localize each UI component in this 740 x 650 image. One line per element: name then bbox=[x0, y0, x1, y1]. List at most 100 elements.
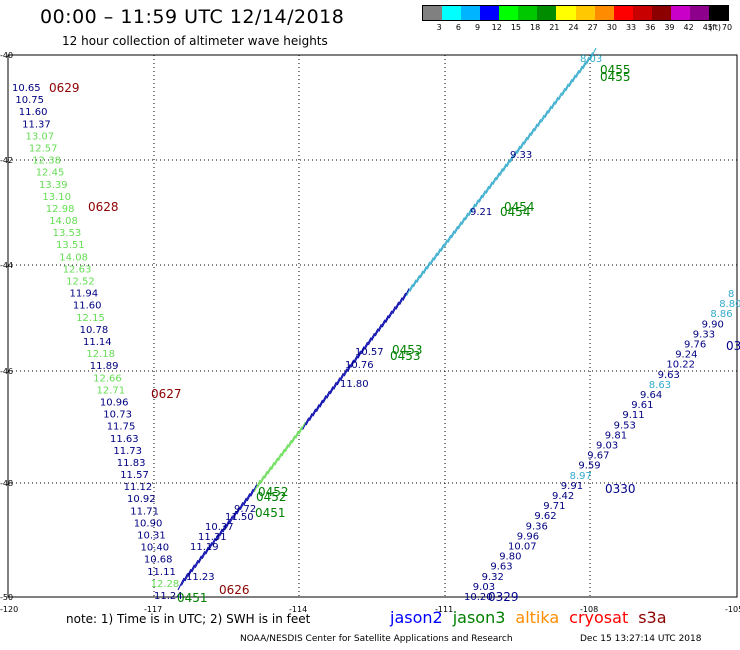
pass-time-label: 0628 bbox=[88, 200, 119, 214]
wave-height-value: 9.81 bbox=[605, 430, 627, 441]
wave-height-value: 9.11 bbox=[622, 410, 644, 421]
pass-time-label: 03 bbox=[726, 339, 740, 353]
scale-swatch bbox=[632, 6, 652, 20]
scale-swatch bbox=[537, 6, 557, 20]
wave-height-value: 10.96 bbox=[100, 398, 129, 409]
scale-swatch bbox=[423, 6, 443, 20]
legend-jason3: jason3 bbox=[452, 608, 506, 627]
wave-height-value: 10.07 bbox=[508, 542, 537, 553]
color-scale: 3 6 9 12 15 18 21 24 27 30 33 36 39 42 45 70 (ft) bbox=[422, 5, 733, 35]
pass-time-label: 0454 bbox=[500, 205, 531, 219]
latitude-label: -50 bbox=[0, 593, 13, 602]
wave-height-value: 10.40 bbox=[141, 543, 170, 554]
wave-height-value: 13.53 bbox=[53, 228, 82, 239]
wave-height-value: 12.45 bbox=[36, 168, 65, 179]
scale-label: 21 bbox=[549, 23, 560, 32]
wave-height-value: 9.24 bbox=[675, 350, 697, 361]
wave-height-value: 10.76 bbox=[345, 360, 374, 371]
wave-height-value: 11.83 bbox=[117, 458, 146, 469]
wave-height-value: 11.14 bbox=[83, 337, 112, 348]
pass-time-label: 0627 bbox=[151, 387, 182, 401]
wave-height-value: 11.11 bbox=[147, 567, 176, 578]
wave-height-value: 9.53 bbox=[614, 420, 636, 431]
wave-height-value: 8.97 bbox=[570, 471, 592, 482]
wave-height-value: 9.80 bbox=[499, 552, 521, 563]
wave-height-value: 9.96 bbox=[517, 531, 539, 542]
wave-height-value: 9.33 bbox=[510, 150, 532, 161]
map-title: 00:00 – 11:59 UTC 12/14/2018 bbox=[40, 6, 345, 28]
latitude-label: -44 bbox=[0, 261, 13, 270]
wave-height-value: 11.60 bbox=[73, 301, 102, 312]
scale-label: 3 bbox=[436, 23, 442, 32]
scale-label: 27 bbox=[587, 23, 598, 32]
wave-height-value: 11.12 bbox=[124, 482, 153, 493]
wave-height-value: 11.75 bbox=[107, 422, 136, 433]
units-note: note: 1) Time is in UTC; 2) SWH is in fe… bbox=[66, 612, 311, 626]
scale-label: 36 bbox=[645, 23, 656, 32]
scale-swatch bbox=[442, 6, 462, 20]
wave-height-value: 14.08 bbox=[49, 216, 78, 227]
wave-height-value: 8.80 bbox=[719, 299, 740, 310]
wave-height-value: 10.65 bbox=[12, 83, 41, 94]
wave-height-value: 10.75 bbox=[15, 95, 44, 106]
credit-line: NOAA/NESDIS Center for Satellite Applica… bbox=[240, 634, 513, 644]
wave-height-value: 10.57 bbox=[355, 347, 384, 358]
wave-height-value: 9.03 bbox=[596, 441, 618, 452]
pass-time-label: 0453 bbox=[390, 349, 421, 363]
scale-label: 70 bbox=[721, 23, 733, 32]
wave-height-value: 12.52 bbox=[66, 277, 95, 288]
wave-height-value: 10.92 bbox=[127, 494, 156, 505]
wave-height-value: 9.61 bbox=[631, 400, 653, 411]
pass-time-label: 0330 bbox=[605, 482, 636, 496]
scale-label: 6 bbox=[455, 23, 461, 32]
wave-height-value: 10.78 bbox=[80, 325, 109, 336]
scale-swatch bbox=[689, 6, 709, 20]
legend-jason2: jason2 bbox=[390, 608, 443, 627]
wave-height-value: 13.07 bbox=[26, 131, 55, 142]
pass-time-label: 0455 bbox=[600, 63, 631, 77]
wave-height-value: 11.50 bbox=[225, 512, 254, 523]
wave-height-value: 12.71 bbox=[97, 385, 126, 396]
wave-height-value: 9.36 bbox=[526, 521, 548, 532]
wave-height-value: 12.15 bbox=[76, 313, 105, 324]
wave-height-value: 9.21 bbox=[470, 207, 492, 218]
wave-height-value: 12.63 bbox=[63, 264, 92, 275]
wave-height-value: 11.31 bbox=[198, 532, 227, 543]
wave-height-value: 9.03 bbox=[473, 582, 495, 593]
wave-height-value: 9.62 bbox=[534, 511, 556, 522]
wave-height-value: 11.73 bbox=[113, 446, 142, 457]
wave-height-value: 10.90 bbox=[134, 518, 163, 529]
scale-label: 24 bbox=[568, 23, 579, 32]
pass-time-label: 0626 bbox=[219, 583, 250, 597]
latitude-label: -40 bbox=[0, 51, 13, 60]
latitude-label: -48 bbox=[0, 479, 13, 488]
pass-time-label: 0629 bbox=[49, 81, 80, 95]
legend-cryosat: cryosat bbox=[569, 608, 629, 627]
scale-label: 42 bbox=[683, 23, 694, 32]
wave-height-value: 11.63 bbox=[110, 434, 139, 445]
map-frame bbox=[7, 54, 738, 598]
wave-height-value: 12.38 bbox=[32, 156, 61, 167]
wave-height-value: 11.71 bbox=[130, 506, 159, 517]
wave-height-value: 14.08 bbox=[59, 252, 88, 263]
lat-lon-grid bbox=[7, 54, 738, 598]
wave-height-value: 8.03 bbox=[580, 54, 602, 65]
wave-height-value: 12.66 bbox=[93, 373, 122, 384]
generated-timestamp: Dec 15 13:27:14 UTC 2018 bbox=[580, 634, 702, 644]
scale-label: 30 bbox=[606, 23, 617, 32]
scale-swatch bbox=[670, 6, 690, 20]
scale-label: 9 bbox=[475, 23, 481, 32]
scale-swatch bbox=[708, 6, 728, 20]
legend-s3a: s3a bbox=[638, 608, 667, 627]
wave-height-value: 9.71 bbox=[543, 501, 565, 512]
scale-unit: (ft) bbox=[709, 23, 722, 32]
pass-time-label: 0451 bbox=[177, 591, 208, 605]
satellite-tracks: 10.6510.7511.6011.3713.0712.5712.3812.45… bbox=[12, 47, 740, 603]
longitude-label: -108 bbox=[580, 605, 598, 614]
longitude-label: -117 bbox=[144, 605, 162, 614]
wave-height-value: 10.68 bbox=[144, 555, 173, 566]
longitude-label: -111 bbox=[435, 605, 453, 614]
wave-height-value: 13.10 bbox=[42, 192, 71, 203]
